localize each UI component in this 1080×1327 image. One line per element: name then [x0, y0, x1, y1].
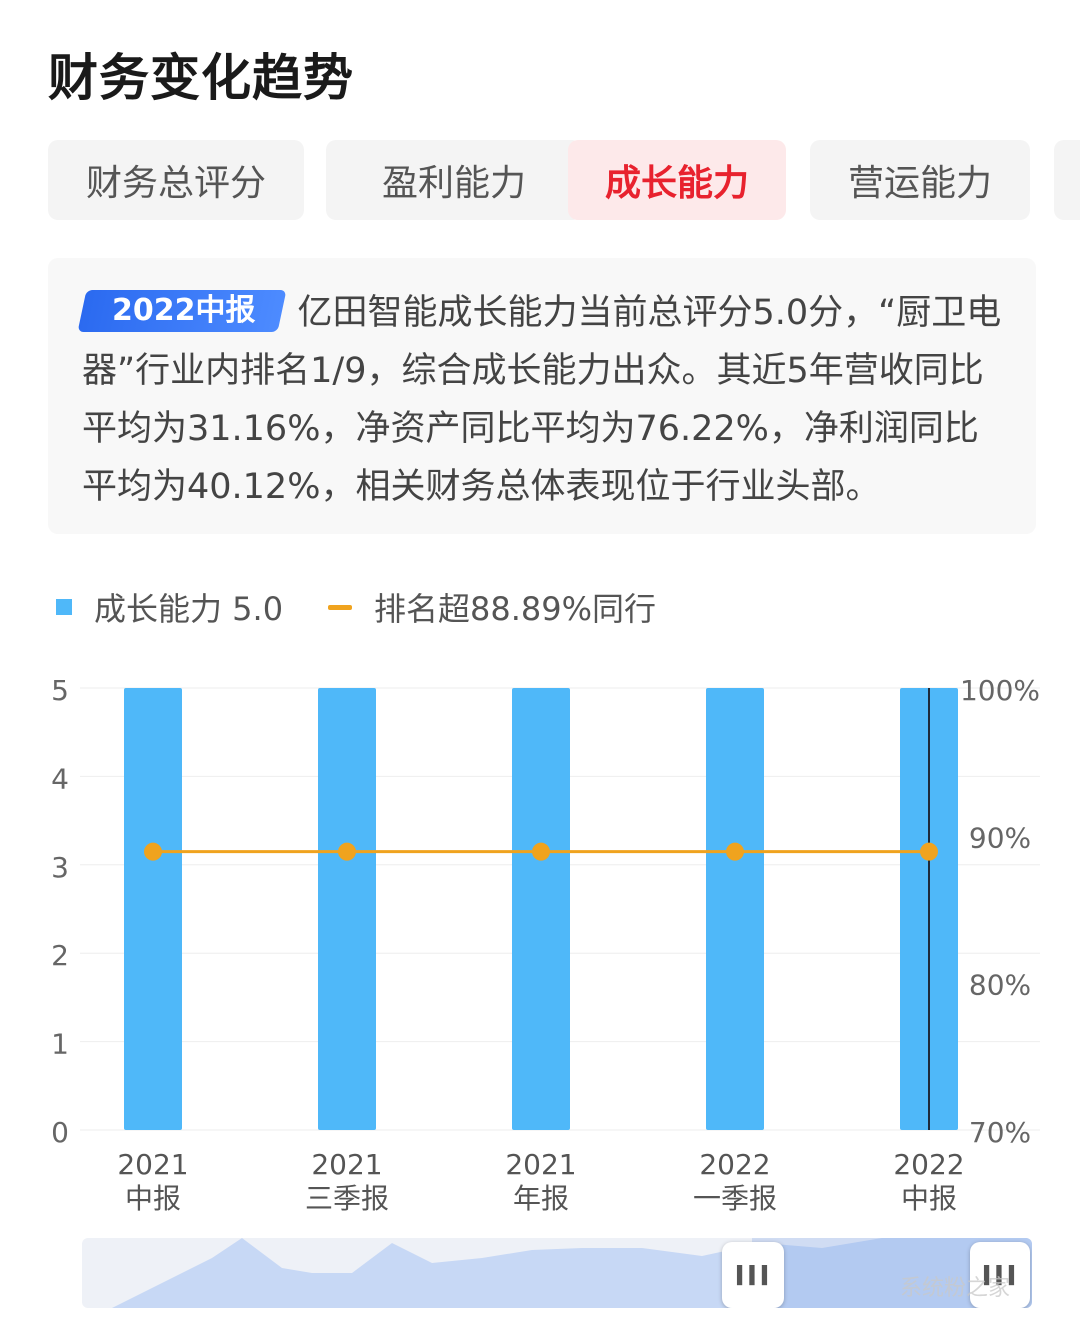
tab-overall-score[interactable]: 财务总评分: [48, 140, 304, 220]
x-tick-label: 三季报: [305, 1182, 389, 1215]
x-tick-label: 2021: [117, 1148, 188, 1181]
tab-bar: 财务总评分 盈利能力 成长能力 营运能力: [48, 140, 1080, 220]
x-tick-label: 一季报: [693, 1182, 777, 1215]
tab-growth[interactable]: 成长能力: [568, 140, 786, 220]
range-slider[interactable]: III III: [82, 1238, 1032, 1308]
legend-line-label: 排名超88.89%同行: [374, 590, 657, 628]
x-tick-label: 中报: [125, 1182, 181, 1215]
y-left-tick-label: 0: [51, 1116, 69, 1149]
y-left-tick-label: 4: [51, 762, 69, 795]
line-point: [532, 842, 550, 861]
legend-line-swatch: [328, 604, 352, 610]
bar: [706, 688, 764, 1130]
y-left-tick-label: 3: [51, 851, 69, 884]
legend-item-bar[interactable]: 成长能力 5.0: [56, 582, 283, 632]
slider-overview-area: [112, 1238, 1032, 1308]
y-left-tick-label: 5: [51, 674, 69, 707]
y-left-tick-label: 1: [51, 1028, 69, 1061]
slider-handle-left[interactable]: III: [722, 1242, 784, 1308]
growth-chart[interactable]: 01234570%80%90%100%2021中报2021三季报2021年报20…: [0, 660, 1080, 1230]
legend-item-line[interactable]: 排名超88.89%同行: [328, 582, 656, 632]
y-right-tick-label: 70%: [969, 1116, 1031, 1149]
line-point: [726, 842, 744, 861]
watermark: 系统粉之家: [900, 1276, 1011, 1301]
page-title: 财务变化趋势: [48, 49, 354, 107]
bar: [512, 688, 570, 1130]
x-tick-label: 年报: [513, 1182, 569, 1215]
y-right-tick-label: 90%: [969, 821, 1031, 854]
y-right-tick-label: 100%: [960, 674, 1040, 707]
line-point: [920, 842, 938, 861]
legend-bar-label: 成长能力 5.0: [94, 590, 284, 628]
x-tick-label: 2022: [699, 1148, 770, 1181]
tab-more-partial[interactable]: [1054, 140, 1080, 220]
tab-operation[interactable]: 营运能力: [810, 140, 1030, 220]
y-left-tick-label: 2: [51, 939, 69, 972]
x-tick-label: 2021: [311, 1148, 382, 1181]
summary-text: 亿田智能成长能力当前总评分5.0分，“厨卫电器”行业内排名1/9，综合成长能力出…: [82, 293, 1002, 507]
tab-profitability[interactable]: 盈利能力: [326, 140, 582, 220]
bar: [124, 688, 182, 1130]
y-right-tick-label: 80%: [969, 969, 1031, 1002]
line-point: [144, 842, 162, 861]
x-tick-label: 2021: [505, 1148, 576, 1181]
slider-handle-right[interactable]: III: [970, 1242, 1030, 1308]
bar: [318, 688, 376, 1130]
x-tick-label: 2022: [893, 1148, 964, 1181]
legend-bar-swatch: [56, 599, 72, 615]
summary-card: 2022中报 亿田智能成长能力当前总评分5.0分，“厨卫电器”行业内排名1/9，综…: [48, 258, 1036, 534]
period-badge: 2022中报: [77, 290, 286, 332]
line-point: [338, 842, 356, 861]
x-tick-label: 中报: [901, 1182, 957, 1215]
